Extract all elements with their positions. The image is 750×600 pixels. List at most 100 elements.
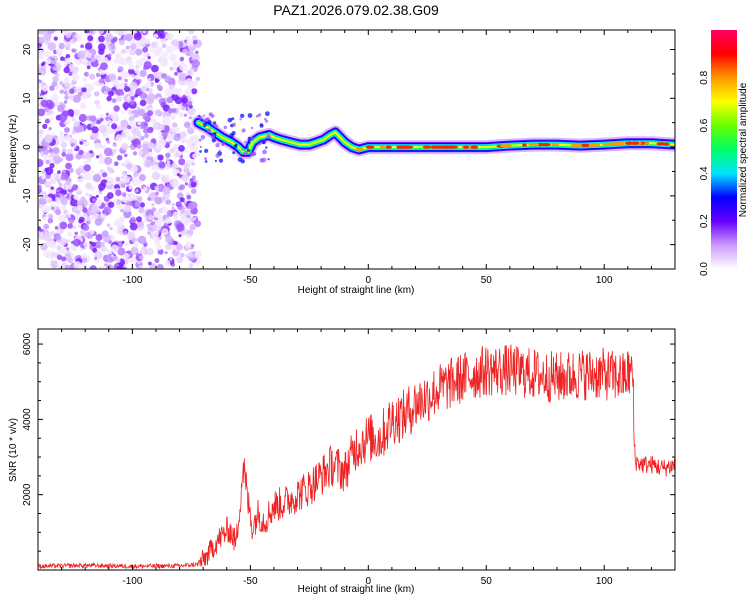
- noise-blob: [166, 96, 174, 104]
- noise-blob: [107, 53, 112, 58]
- noise-blob: [133, 242, 139, 248]
- noise-blob: [172, 211, 179, 218]
- noise-blob: [120, 49, 126, 55]
- noise-blob: [90, 204, 100, 214]
- noise-blob: [185, 233, 190, 239]
- noise-blob: [101, 144, 106, 150]
- ridge-speck: [204, 157, 207, 161]
- noise-blob: [183, 201, 187, 205]
- spectrogram-x-tick-label: 100: [596, 275, 613, 286]
- noise-blob: [113, 78, 120, 85]
- ridge-speck: [221, 143, 225, 147]
- ridge-speck: [250, 137, 255, 142]
- noise-blob: [47, 42, 57, 51]
- snr-y-label: SNR (10 * v/v): [8, 418, 19, 482]
- noise-blob: [187, 106, 196, 116]
- noise-blob: [172, 122, 178, 128]
- noise-blob: [154, 238, 161, 245]
- noise-blob: [183, 113, 188, 117]
- noise-blob: [79, 102, 87, 110]
- noise-blob: [155, 219, 163, 227]
- noise-blob: [192, 216, 197, 221]
- noise-blob: [69, 88, 75, 94]
- noise-blob: [154, 258, 160, 263]
- noise-blob: [164, 260, 171, 266]
- noise-blob: [188, 263, 194, 269]
- spectrogram-x-tick-label: 0: [366, 275, 372, 286]
- noise-blob: [64, 127, 70, 133]
- ridge-speck: [241, 128, 246, 133]
- noise-blob: [143, 61, 152, 70]
- noise-blob: [153, 33, 159, 39]
- noise-blob: [123, 83, 128, 87]
- noise-blob: [117, 30, 124, 37]
- noise-blob: [106, 123, 110, 127]
- ridge-hot-spot: [365, 145, 375, 149]
- ridge-speck: [244, 140, 247, 143]
- colorbar-tick-label: 0.2: [699, 214, 710, 228]
- ridge-speck: [214, 132, 217, 135]
- noise-blob: [128, 90, 135, 96]
- colorbar-label: Normalized spectral amplitude: [738, 82, 749, 217]
- noise-blob: [49, 85, 55, 91]
- noise-blob: [77, 240, 82, 245]
- noise-blob: [51, 59, 57, 65]
- spectrogram-y-tick-label: 20: [22, 44, 33, 56]
- noise-blob: [67, 223, 73, 229]
- ridge-hot-spot: [522, 143, 527, 147]
- noise-blob: [74, 231, 78, 235]
- noise-blob: [171, 94, 179, 101]
- ridge-speck: [249, 153, 253, 156]
- noise-blob: [131, 128, 141, 137]
- noise-blob: [56, 47, 63, 55]
- noise-blob: [171, 114, 176, 119]
- ridge-speck: [257, 113, 262, 117]
- noise-blob: [145, 81, 152, 88]
- noise-blob: [175, 201, 182, 208]
- snr-x-tick-label: 0: [366, 576, 372, 587]
- noise-blob: [173, 244, 177, 249]
- noise-blob: [116, 56, 125, 65]
- noise-blob: [123, 176, 130, 183]
- noise-blob: [117, 76, 122, 81]
- ridge-speck: [231, 131, 236, 136]
- ridge-hot-spot: [570, 143, 582, 147]
- noise-blob: [154, 185, 160, 191]
- noise-blob: [171, 206, 175, 211]
- noise-blob: [106, 95, 112, 102]
- noise-blob: [82, 207, 88, 213]
- noise-blob: [51, 132, 55, 137]
- colorbar-ticks: 0.0 0.2 0.4 0.6 0.8: [699, 70, 710, 276]
- noise-blob: [150, 138, 157, 144]
- noise-blob: [58, 181, 62, 185]
- noise-blob: [98, 265, 105, 269]
- noise-blob: [165, 174, 170, 179]
- noise-blob: [67, 148, 73, 155]
- noise-blob: [179, 197, 185, 203]
- noise-blob: [46, 30, 55, 35]
- noise-blob: [132, 151, 138, 156]
- ridge-speck: [246, 146, 249, 149]
- noise-blob: [178, 158, 186, 166]
- noise-blob: [187, 100, 193, 106]
- noise-blob: [131, 237, 137, 243]
- snr-series-line: [38, 344, 675, 570]
- noise-blob: [74, 110, 81, 117]
- spectrogram-x-tick-label: -100: [122, 275, 142, 286]
- noise-blob: [70, 38, 76, 45]
- noise-blob: [67, 257, 74, 264]
- ridge-speck: [200, 135, 206, 140]
- noise-blob: [77, 177, 83, 184]
- snr-x-tick-label: -50: [243, 576, 258, 587]
- noise-blob: [57, 170, 61, 174]
- noise-blob: [42, 216, 47, 221]
- noise-blob: [61, 148, 67, 154]
- noise-blob: [194, 220, 202, 228]
- noise-blob: [113, 221, 118, 226]
- noise-blob: [98, 124, 108, 133]
- noise-blob: [95, 234, 103, 241]
- noise-blob: [134, 93, 139, 98]
- noise-blob: [188, 30, 195, 35]
- noise-blob: [166, 45, 174, 54]
